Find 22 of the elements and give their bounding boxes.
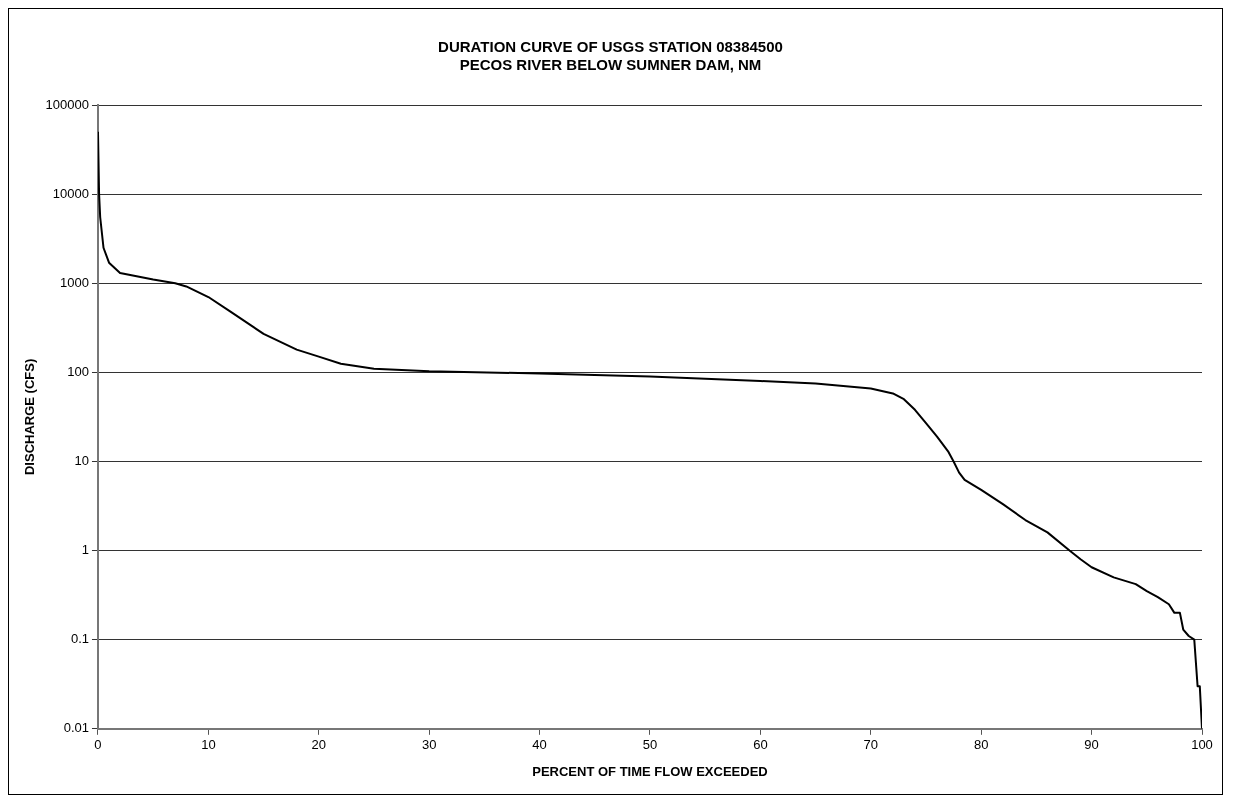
x-tick-label: 50 — [642, 737, 658, 753]
x-tick-label: 20 — [311, 737, 327, 753]
y-tick-label: 0.01 — [63, 720, 89, 736]
x-tick-label: 60 — [753, 737, 768, 753]
y-tick-label: 1 — [81, 542, 89, 558]
y-tick-label: 100 — [67, 363, 89, 379]
y-tick-label: 0.1 — [70, 631, 89, 647]
y-tick-label: 1000 — [60, 274, 89, 290]
chart-title: DURATION CURVE OF USGS STATION 08384500 PECOS RIVER BELOW SUMNER DAM, NM — [438, 38, 783, 74]
x-tick-label: 30 — [421, 737, 437, 753]
x-tick-label: 100 — [1191, 737, 1213, 753]
x-tick-label: 80 — [973, 737, 989, 753]
y-axis-title: DISCHARGE (CFS) — [22, 358, 38, 476]
x-axis-title: PERCENT OF TIME FLOW EXCEEDED — [532, 763, 768, 779]
x-tick-label: 0 — [94, 737, 102, 753]
y-tick-label: 10 — [74, 453, 89, 469]
x-tick-label: 90 — [1084, 737, 1099, 753]
x-tick-label: 40 — [532, 737, 547, 753]
y-tick-label: 100000 — [45, 96, 89, 112]
y-tick-label: 10000 — [52, 185, 89, 201]
x-tick-label: 70 — [863, 737, 879, 753]
x-tick-label: 10 — [201, 737, 216, 753]
